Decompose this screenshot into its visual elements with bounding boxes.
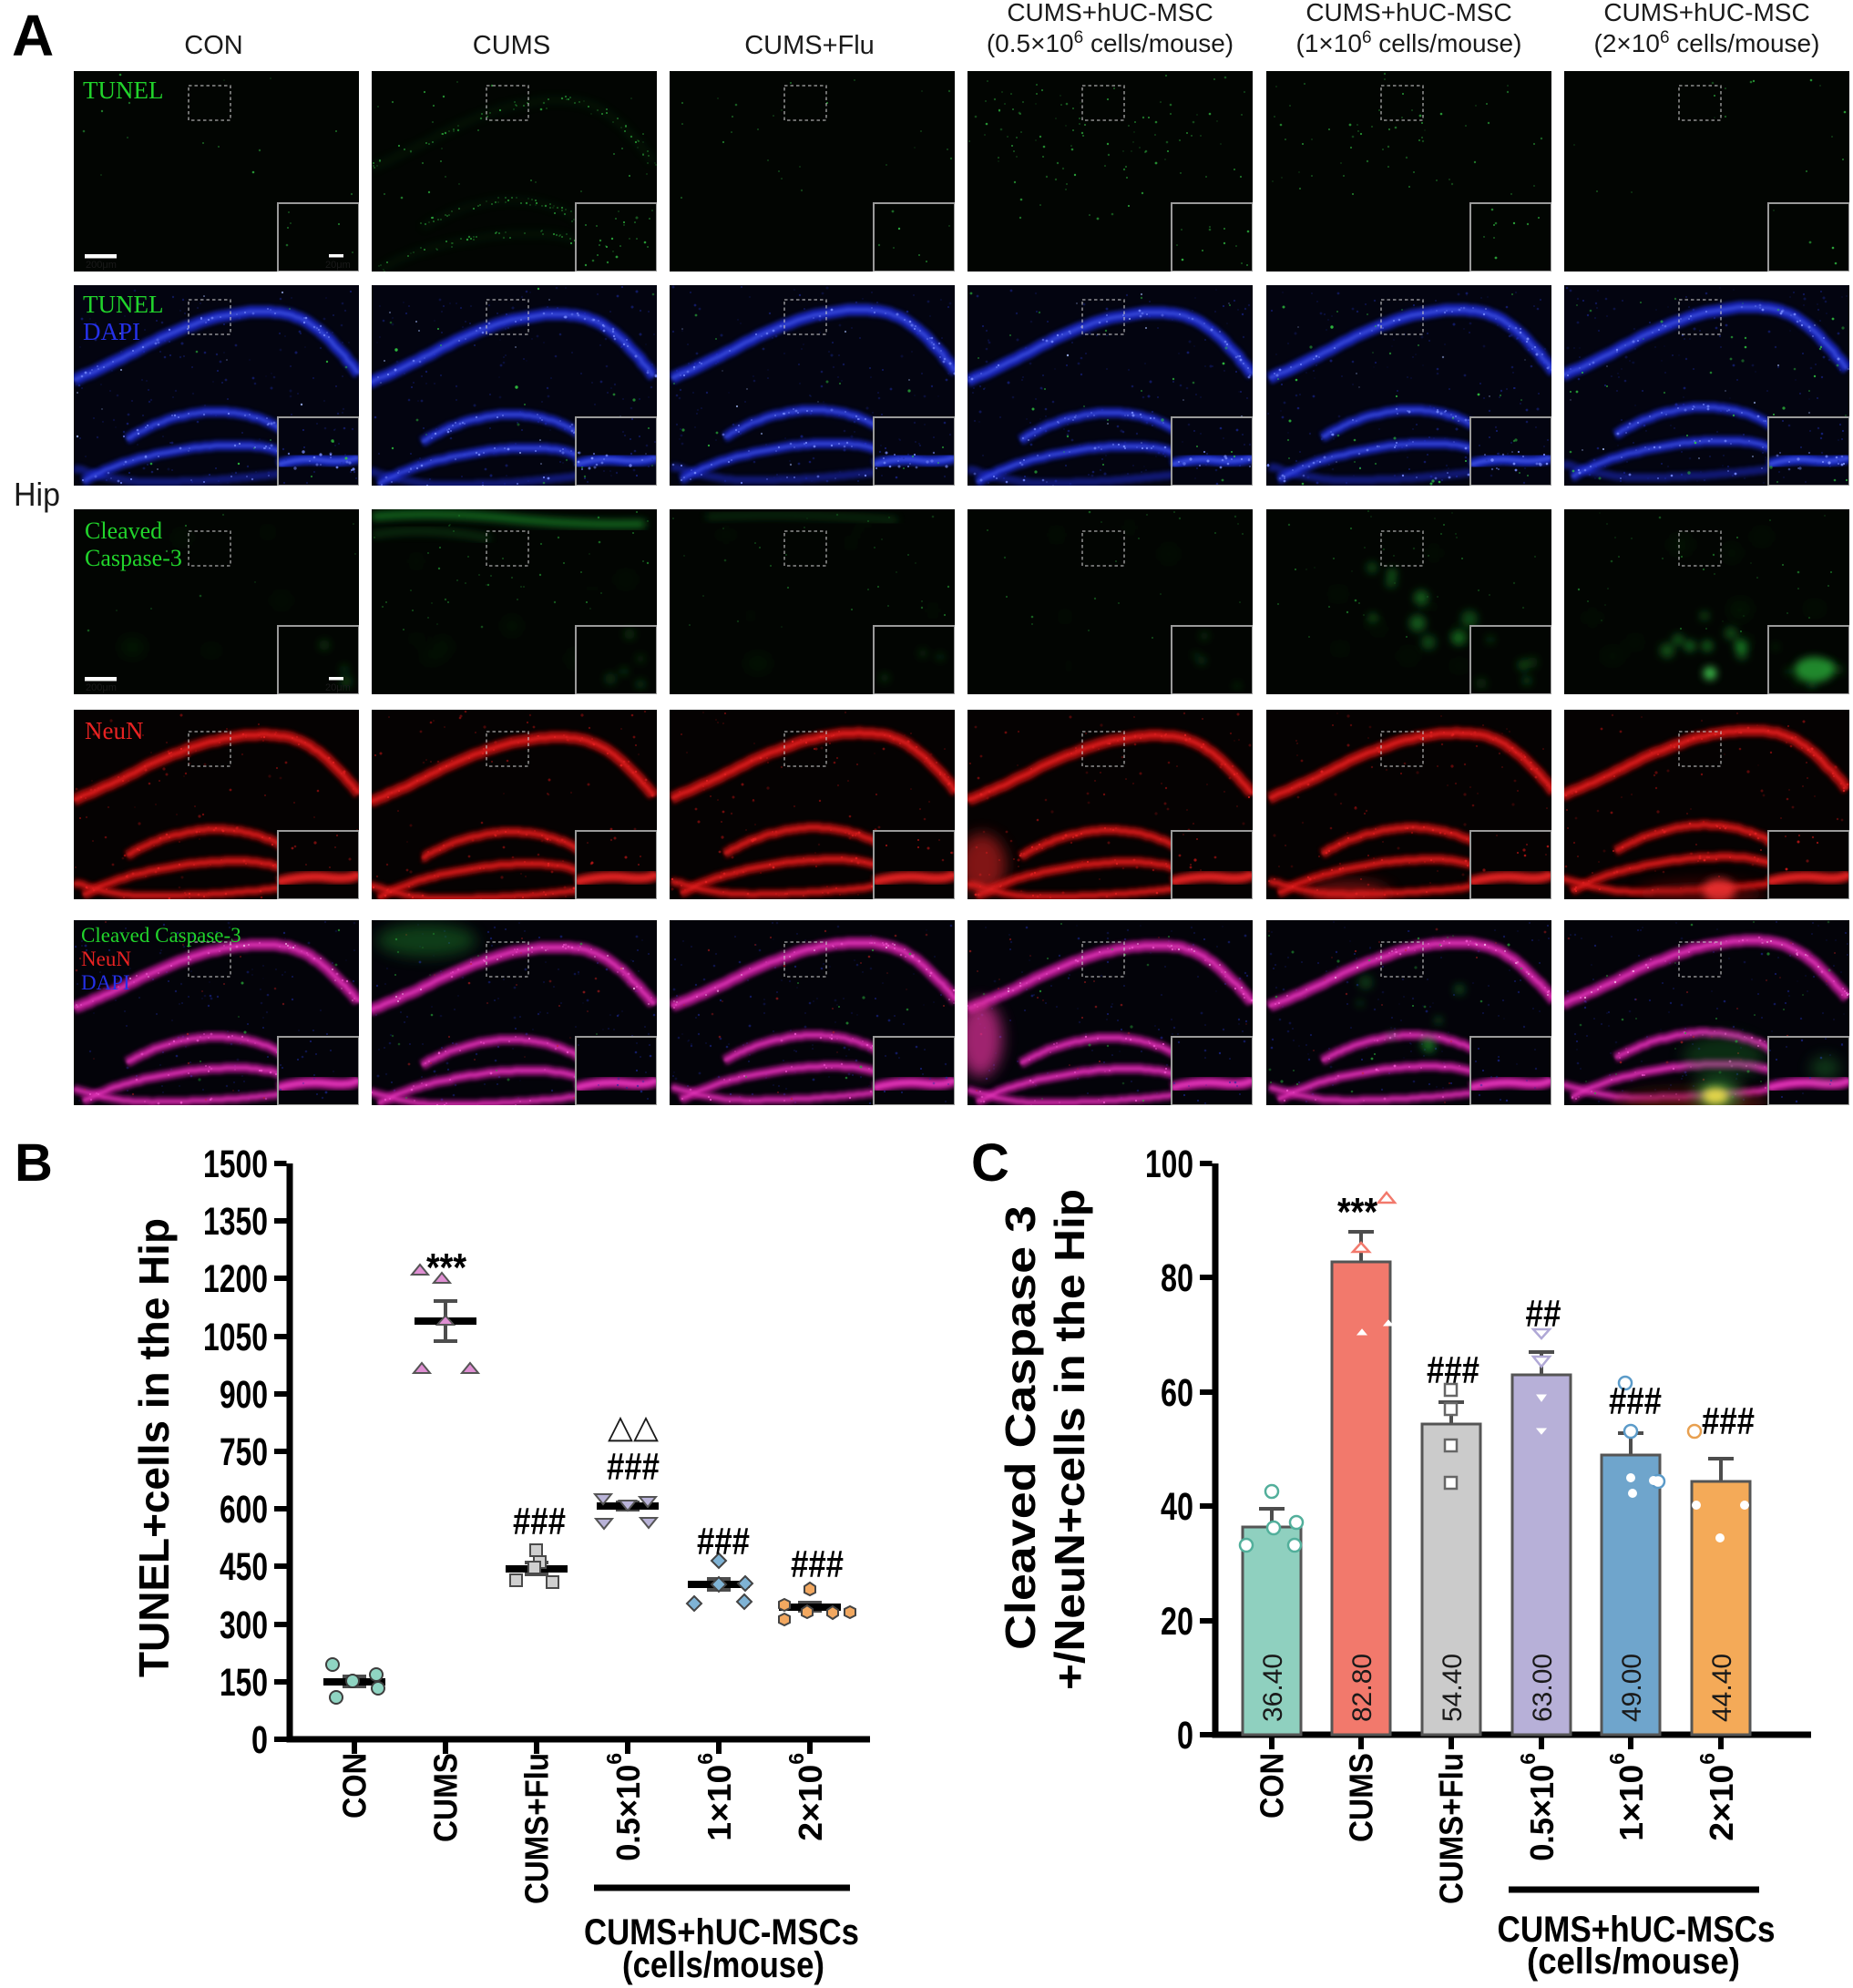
- svg-text:NeuN: NeuN: [81, 948, 131, 970]
- svg-text:Caspase-3: Caspase-3: [85, 545, 182, 571]
- svg-text:DAPI: DAPI: [83, 318, 140, 345]
- svg-text:CUMS: CUMS: [473, 31, 550, 60]
- svg-text:200μm: 200μm: [86, 682, 117, 693]
- svg-text:Cleaved Caspase-3: Cleaved Caspase-3: [81, 924, 241, 947]
- svg-text:(0.5×106 cells/mouse): (0.5×106 cells/mouse): [987, 28, 1234, 57]
- svg-text:DAPI: DAPI: [81, 971, 130, 994]
- svg-text:(1×106 cells/mouse): (1×106 cells/mouse): [1296, 28, 1522, 57]
- svg-text:20μm: 20μm: [325, 682, 351, 693]
- svg-text:CUMS+hUC-MSC: CUMS+hUC-MSC: [1007, 0, 1213, 26]
- svg-text:NeuN: NeuN: [85, 717, 143, 744]
- svg-text:CON: CON: [184, 31, 242, 60]
- svg-text:TUNEL: TUNEL: [83, 291, 163, 318]
- svg-text:200μm: 200μm: [86, 260, 117, 271]
- svg-text:(2×106 cells/mouse): (2×106 cells/mouse): [1594, 28, 1820, 57]
- svg-text:CUMS+hUC-MSC: CUMS+hUC-MSC: [1305, 0, 1511, 26]
- svg-text:A: A: [12, 3, 54, 68]
- svg-text:20μm: 20μm: [325, 260, 351, 271]
- svg-text:Hip: Hip: [14, 476, 60, 513]
- svg-text:TUNEL: TUNEL: [83, 77, 163, 104]
- svg-text:Cleaved: Cleaved: [85, 517, 162, 544]
- svg-text:CUMS+Flu: CUMS+Flu: [744, 31, 875, 60]
- svg-text:CUMS+hUC-MSC: CUMS+hUC-MSC: [1603, 0, 1809, 26]
